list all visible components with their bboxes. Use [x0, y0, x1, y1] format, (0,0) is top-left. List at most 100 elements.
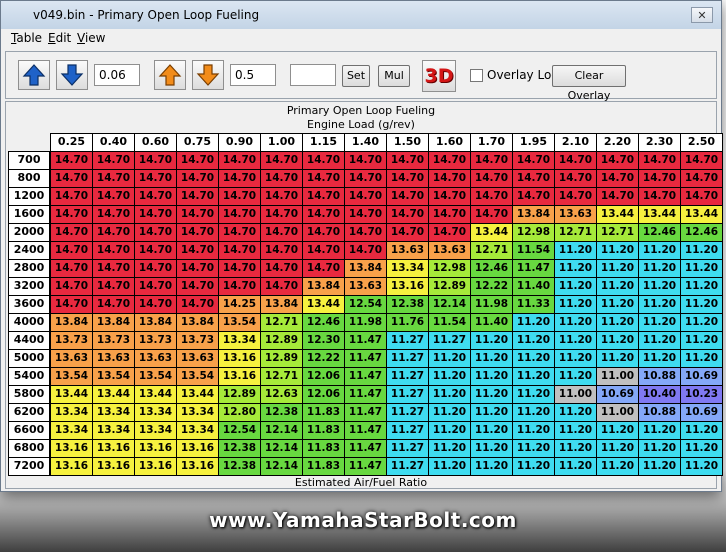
table-cell[interactable]: 14.70	[176, 277, 219, 296]
table-cell[interactable]: 12.89	[428, 277, 471, 296]
row-header[interactable]: 2400	[8, 241, 50, 260]
row-header[interactable]: 1600	[8, 205, 50, 224]
set-value-input[interactable]	[290, 64, 336, 86]
row-header[interactable]: 3600	[8, 295, 50, 314]
column-header[interactable]: 2.10	[554, 133, 597, 152]
table-cell[interactable]: 14.70	[260, 187, 303, 206]
table-cell[interactable]: 14.70	[344, 187, 387, 206]
table-cell[interactable]: 11.20	[554, 367, 597, 386]
row-header[interactable]: 2800	[8, 259, 50, 278]
table-cell[interactable]: 14.70	[512, 151, 555, 170]
table-cell[interactable]: 13.16	[92, 457, 135, 476]
table-cell[interactable]: 13.16	[50, 457, 93, 476]
table-cell[interactable]: 14.70	[302, 241, 345, 260]
table-cell[interactable]: 14.70	[680, 151, 723, 170]
table-cell[interactable]: 14.70	[512, 169, 555, 188]
column-header[interactable]: 1.95	[512, 133, 555, 152]
table-cell[interactable]: 14.70	[134, 223, 177, 242]
table-cell[interactable]: 13.84	[302, 277, 345, 296]
table-cell[interactable]: 11.20	[596, 277, 639, 296]
table-cell[interactable]: 11.20	[596, 259, 639, 278]
table-cell[interactable]: 13.54	[176, 367, 219, 386]
table-cell[interactable]: 13.73	[134, 331, 177, 350]
table-cell[interactable]: 11.20	[512, 349, 555, 368]
table-cell[interactable]: 14.70	[134, 187, 177, 206]
decrement-percent-button[interactable]	[192, 60, 224, 90]
table-cell[interactable]: 11.20	[680, 241, 723, 260]
table-cell[interactable]: 11.47	[344, 349, 387, 368]
table-cell[interactable]: 14.70	[218, 241, 261, 260]
table-cell[interactable]: 10.69	[680, 403, 723, 422]
table-cell[interactable]: 14.70	[428, 151, 471, 170]
table-cell[interactable]: 11.40	[512, 277, 555, 296]
table-cell[interactable]: 11.20	[680, 349, 723, 368]
table-cell[interactable]: 10.69	[596, 385, 639, 404]
table-cell[interactable]: 14.70	[344, 241, 387, 260]
table-cell[interactable]: 11.20	[596, 295, 639, 314]
table-cell[interactable]: 14.70	[92, 151, 135, 170]
table-cell[interactable]: 11.20	[596, 331, 639, 350]
clear-overlay-button[interactable]: Clear Overlay	[552, 65, 626, 102]
table-cell[interactable]: 13.44	[176, 385, 219, 404]
table-cell[interactable]: 11.20	[428, 457, 471, 476]
table-cell[interactable]: 13.63	[92, 349, 135, 368]
3d-view-button[interactable]: 3D	[422, 60, 456, 92]
table-cell[interactable]: 10.88	[638, 367, 681, 386]
table-cell[interactable]: 11.20	[638, 241, 681, 260]
table-cell[interactable]: 14.70	[218, 223, 261, 242]
table-cell[interactable]: 12.63	[260, 385, 303, 404]
table-cell[interactable]: 11.20	[638, 259, 681, 278]
table-cell[interactable]: 11.20	[638, 349, 681, 368]
table-cell[interactable]: 14.70	[50, 205, 93, 224]
table-cell[interactable]: 14.70	[92, 205, 135, 224]
table-cell[interactable]: 14.70	[218, 151, 261, 170]
table-cell[interactable]: 11.20	[554, 241, 597, 260]
table-cell[interactable]: 11.27	[386, 385, 429, 404]
table-cell[interactable]: 12.38	[218, 457, 261, 476]
table-cell[interactable]: 11.47	[344, 367, 387, 386]
table-cell[interactable]: 13.54	[134, 367, 177, 386]
table-cell[interactable]: 10.88	[638, 403, 681, 422]
table-cell[interactable]: 14.70	[428, 223, 471, 242]
table-cell[interactable]: 12.38	[218, 439, 261, 458]
row-header[interactable]: 5800	[8, 385, 50, 404]
column-header[interactable]: 1.40	[344, 133, 387, 152]
table-cell[interactable]: 14.70	[50, 223, 93, 242]
table-cell[interactable]: 11.98	[470, 295, 513, 314]
table-cell[interactable]: 12.46	[302, 313, 345, 332]
table-cell[interactable]: 14.70	[176, 295, 219, 314]
table-cell[interactable]: 10.69	[680, 367, 723, 386]
row-header[interactable]: 6200	[8, 403, 50, 422]
column-header[interactable]: 1.50	[386, 133, 429, 152]
table-cell[interactable]: 12.71	[554, 223, 597, 242]
table-cell[interactable]: 14.70	[176, 241, 219, 260]
table-cell[interactable]: 14.70	[302, 151, 345, 170]
table-cell[interactable]: 11.27	[386, 421, 429, 440]
column-header[interactable]: 1.70	[470, 133, 513, 152]
table-cell[interactable]: 12.38	[386, 295, 429, 314]
table-cell[interactable]: 11.20	[512, 439, 555, 458]
table-cell[interactable]: 13.44	[134, 385, 177, 404]
table-cell[interactable]: 13.63	[134, 349, 177, 368]
table-cell[interactable]: 14.70	[260, 223, 303, 242]
table-cell[interactable]: 12.89	[260, 331, 303, 350]
table-cell[interactable]: 11.20	[554, 277, 597, 296]
table-cell[interactable]: 13.16	[134, 457, 177, 476]
table-cell[interactable]: 14.70	[680, 169, 723, 188]
table-cell[interactable]: 13.16	[386, 277, 429, 296]
table-cell[interactable]: 12.89	[218, 385, 261, 404]
table-cell[interactable]: 11.47	[344, 421, 387, 440]
table-cell[interactable]: 14.70	[176, 259, 219, 278]
table-cell[interactable]: 11.00	[554, 385, 597, 404]
table-cell[interactable]: 11.27	[386, 367, 429, 386]
table-cell[interactable]: 11.20	[428, 439, 471, 458]
table-cell[interactable]: 11.20	[680, 277, 723, 296]
table-cell[interactable]: 13.34	[50, 403, 93, 422]
table-cell[interactable]: 14.70	[50, 151, 93, 170]
table-cell[interactable]: 14.70	[596, 151, 639, 170]
table-cell[interactable]: 11.76	[386, 313, 429, 332]
table-cell[interactable]: 14.70	[92, 241, 135, 260]
table-cell[interactable]: 14.70	[134, 151, 177, 170]
table-cell[interactable]: 14.70	[470, 169, 513, 188]
table-cell[interactable]: 13.34	[92, 403, 135, 422]
